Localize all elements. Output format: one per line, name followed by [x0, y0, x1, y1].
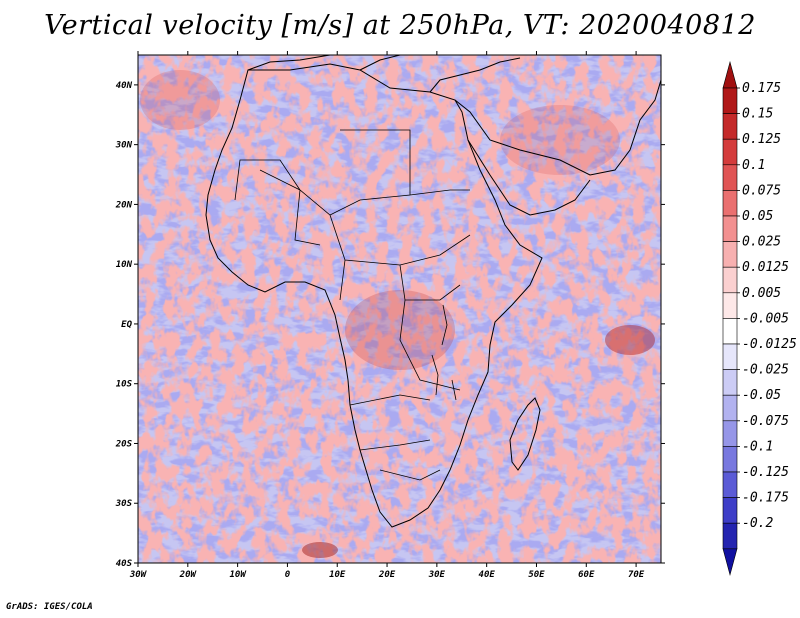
great-lakes: [431, 304, 457, 401]
lon-tick-label: 10W: [229, 570, 247, 580]
colorbar-box: [722, 471, 738, 498]
lon-tick-label: 0: [285, 570, 291, 580]
lon-tick-label: 60E: [578, 570, 595, 580]
lon-tick-label: 10E: [329, 570, 346, 580]
colorbar-label: 0.025: [742, 235, 781, 250]
colorbar-box: [722, 343, 738, 370]
colorbar-box: [722, 446, 738, 473]
colorbar-label: 0.0125: [742, 260, 789, 275]
lat-tick-label: 40N: [116, 81, 133, 91]
colorbar-box: [722, 266, 738, 294]
lat-tick-label: EQ: [121, 320, 132, 330]
colorbar-box: [722, 215, 738, 242]
colorbar-box: [722, 241, 738, 268]
footer-credit: GrADS: IGES/COLA: [6, 602, 93, 612]
plot-title: Vertical velocity [m/s] at 250hPa, VT: 2…: [44, 10, 756, 41]
colorbar-box: [722, 164, 738, 191]
colorbar-label: 0.05: [742, 209, 773, 224]
colorbar-box: [722, 190, 738, 217]
colorbar-label: -0.125: [742, 465, 789, 480]
colorbar-box: [722, 420, 738, 447]
africa-coastline: [205, 63, 543, 528]
colorbar-box: [722, 369, 738, 396]
colorbar-box: [722, 87, 738, 114]
colorbar-label: -0.075: [742, 414, 789, 429]
colorbar-box: [722, 497, 738, 524]
colorbar-box: [722, 522, 738, 550]
lat-tick-label: 30N: [115, 141, 133, 151]
lat-tick-label: 10S: [116, 380, 133, 390]
coastlines: [205, 55, 661, 528]
lon-tick-label: 70E: [628, 570, 645, 580]
madagascar-coastline: [509, 397, 541, 471]
lon-tick-label: 20W: [179, 570, 198, 580]
lon-tick-label: 30W: [129, 570, 148, 580]
lon-tick-label: 50E: [528, 570, 545, 580]
colorbar-label: 0.005: [742, 286, 781, 301]
colorbar-label: -0.005: [742, 311, 789, 326]
colorbar-bottom-triangle: [722, 548, 738, 576]
lat-tick-label: 20S: [115, 439, 133, 449]
country-borders: [234, 129, 471, 481]
colorbar-label: 0.075: [742, 183, 781, 198]
colorbar-box: [722, 138, 738, 166]
lat-tick-label: 30S: [115, 499, 133, 509]
mediterranean-coastline: [247, 55, 521, 93]
colorbar-label: -0.025: [742, 363, 789, 378]
arabia-coastline: [454, 79, 661, 216]
lat-tick-label: 20N: [115, 200, 133, 210]
colorbar-label: 0.1: [742, 158, 765, 173]
lon-tick-label: 40E: [479, 570, 496, 580]
colorbar-top-triangle: [722, 60, 738, 89]
colorbar-label: -0.175: [742, 491, 789, 506]
lat-tick-label: 40S: [116, 559, 133, 569]
map-frame: [137, 54, 662, 564]
colorbar-box: [722, 394, 738, 422]
colorbar-box: [722, 292, 738, 319]
colorbar-label: -0.2: [742, 516, 773, 531]
colorbar-box: [722, 318, 738, 345]
colorbar-label: 0.125: [742, 132, 781, 147]
colorbar-label: -0.1: [742, 439, 773, 454]
colorbar-label: 0.175: [742, 81, 781, 96]
lon-tick-label: 30E: [428, 570, 446, 580]
vertical-velocity-field: [138, 55, 661, 563]
lon-tick-label: 20E: [378, 570, 396, 580]
colorbar-label: -0.0125: [742, 337, 797, 352]
colorbar-box: [722, 113, 738, 140]
colorbar-label: 0.15: [742, 107, 773, 122]
lat-tick-label: 10N: [116, 260, 133, 270]
colorbar-label: -0.05: [742, 388, 781, 403]
